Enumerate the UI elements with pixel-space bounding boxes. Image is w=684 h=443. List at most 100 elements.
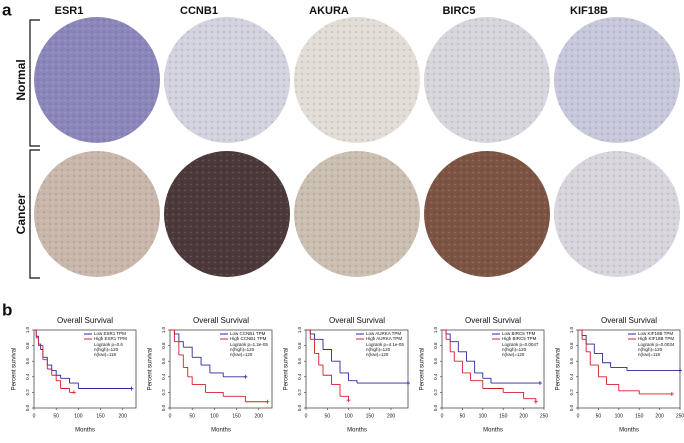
y-tick-label: 1.0: [433, 326, 438, 333]
x-axis-label: Months: [483, 428, 503, 434]
survival-step: [578, 329, 583, 340]
x-tick-label: 50: [324, 413, 330, 419]
y-tick-label: 1.0: [569, 326, 574, 333]
survival-step: [310, 333, 315, 340]
y-tick-label: 0.2: [569, 389, 574, 396]
y-tick-label: 0.6: [161, 358, 166, 365]
annotation: Logrank p=0.0034: [638, 342, 675, 347]
survival-step: [60, 388, 70, 393]
survival-step: [223, 395, 246, 402]
survival-step: [503, 391, 525, 399]
legend-label: High KIF18B TPM: [638, 336, 674, 341]
x-tick-label: 0: [305, 413, 308, 419]
x-tick-label: 100: [615, 413, 624, 419]
annotation: n(low)=118: [638, 352, 661, 357]
annotation: n(high)=120: [230, 347, 255, 352]
x-tick-label: 50: [53, 413, 59, 419]
row-label: Cancer: [14, 193, 28, 234]
y-tick-label: 0.4: [569, 373, 574, 380]
x-tick-label: 50: [596, 413, 602, 419]
censor-mark: [406, 381, 410, 386]
legend-label: High AURKA TPM: [366, 336, 402, 341]
censor-mark: [243, 374, 248, 379]
gene-label: BIRC5: [442, 5, 475, 17]
survival-step: [462, 372, 472, 381]
legend-label: High BIRC5 TPM: [502, 336, 537, 341]
survival-step: [38, 345, 44, 360]
survival-step: [618, 390, 640, 394]
survival-step: [51, 370, 57, 376]
survival-step: [482, 388, 504, 393]
x-tick-label: 250: [676, 413, 684, 419]
x-axis-label: Months: [347, 428, 367, 434]
plot-frame: [305, 329, 409, 409]
y-tick-label: 0.6: [433, 358, 438, 365]
y-tick-label: 0.0: [569, 404, 574, 411]
survival-step: [602, 362, 612, 368]
censor-mark: [129, 386, 134, 391]
survival-step: [47, 364, 53, 371]
y-tick-label: 0.0: [25, 404, 30, 411]
x-tick-label: 150: [366, 413, 375, 419]
plot-frame: [169, 329, 273, 409]
y-tick-label: 0.6: [25, 358, 30, 365]
y-tick-label: 0.4: [161, 373, 166, 380]
survival-step: [201, 364, 211, 373]
survival-step: [192, 384, 206, 393]
survival-step: [51, 374, 57, 381]
survival-step: [56, 380, 62, 389]
legend-label: Low ESR1 TPM: [94, 331, 126, 336]
survival-step: [314, 338, 324, 350]
survival-step: [582, 338, 587, 352]
survival-step: [523, 398, 537, 402]
survival-step: [174, 333, 180, 342]
survival-step: [56, 374, 62, 379]
survival-step: [348, 380, 358, 384]
y-tick-label: 0.8: [297, 342, 302, 349]
survival-step: [578, 329, 583, 336]
y-tick-label: 0.8: [433, 342, 438, 349]
x-tick-label: 150: [232, 413, 241, 419]
x-axis-label: Months: [75, 428, 95, 434]
censor-mark: [669, 391, 674, 396]
survival-step: [306, 329, 311, 334]
y-tick-label: 0.2: [297, 389, 302, 396]
survival-step: [178, 354, 184, 368]
survival-step: [446, 338, 451, 352]
chart-title: Overall Survival: [329, 316, 385, 325]
survival-step: [606, 384, 620, 391]
survival-step: [306, 329, 311, 340]
gene-label: AKURA: [309, 5, 349, 17]
survival-step: [323, 374, 332, 385]
survival-step: [205, 391, 224, 397]
tissue-texture: [34, 17, 160, 143]
x-tick-label: 150: [96, 413, 105, 419]
x-tick-label: 50: [460, 413, 466, 419]
survival-step: [470, 380, 484, 389]
row-bracket: [29, 19, 40, 279]
y-tick-label: 0.2: [25, 389, 30, 396]
survival-step: [586, 343, 595, 354]
annotation: Logrank p=0.6: [94, 342, 123, 347]
y-tick-label: 1.0: [25, 326, 30, 333]
censor-mark: [533, 399, 538, 404]
y-axis-label: Percent survival: [148, 348, 154, 391]
tissue-texture: [164, 17, 290, 143]
x-tick-label: 100: [210, 413, 219, 419]
tissue-texture: [554, 17, 680, 143]
x-tick-label: 0: [577, 413, 580, 419]
legend-label: Low KIF18B TPM: [638, 331, 673, 336]
censor-mark: [71, 390, 76, 395]
y-tick-label: 0.8: [569, 342, 574, 349]
survival-step: [310, 338, 315, 354]
x-tick-label: 150: [635, 413, 644, 419]
gene-label: CCNB1: [180, 5, 218, 17]
tissue-texture: [164, 151, 290, 277]
x-axis-label: Months: [211, 428, 231, 434]
y-tick-label: 0.6: [569, 358, 574, 365]
survival-step: [594, 352, 603, 363]
legend-label: Low BIRC5 TPM: [502, 331, 536, 336]
chart-title: Overall Survival: [193, 316, 249, 325]
survival-step: [442, 329, 447, 340]
